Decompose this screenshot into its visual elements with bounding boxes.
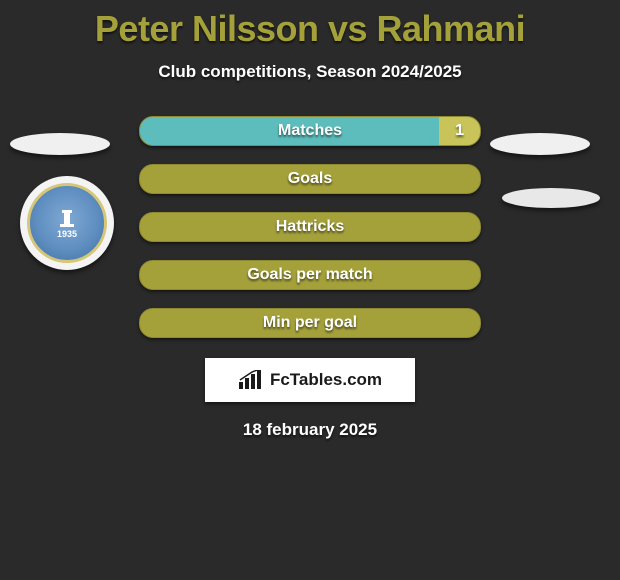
date-line: 18 february 2025 bbox=[0, 420, 620, 440]
badge-year: 1935 bbox=[57, 229, 77, 239]
club-badge-inner: 1935 bbox=[27, 183, 107, 263]
bar-min-per-goal: Min per goal bbox=[139, 308, 481, 338]
bar-goals-per-match: Goals per match bbox=[139, 260, 481, 290]
decor-oval-left bbox=[10, 133, 110, 155]
bar-matches: Matches 1 bbox=[139, 116, 481, 146]
bar-label: Hattricks bbox=[276, 218, 344, 236]
tower-icon bbox=[56, 208, 78, 228]
bar-goals: Goals bbox=[139, 164, 481, 194]
bar-label: Goals per match bbox=[247, 266, 372, 284]
bar-value: 1 bbox=[455, 122, 464, 140]
bar-hattricks: Hattricks bbox=[139, 212, 481, 242]
bar-label: Matches bbox=[278, 122, 342, 140]
decor-oval-right bbox=[490, 133, 590, 155]
decor-oval-right-2 bbox=[502, 188, 600, 208]
club-badge: 1935 bbox=[20, 176, 114, 270]
page-title: Peter Nilsson vs Rahmani bbox=[0, 8, 620, 50]
site-logo: FcTables.com bbox=[205, 358, 415, 402]
bar-label: Goals bbox=[288, 170, 332, 188]
bar-label: Min per goal bbox=[263, 314, 357, 332]
page-subtitle: Club competitions, Season 2024/2025 bbox=[0, 62, 620, 82]
logo-text: FcTables.com bbox=[270, 370, 382, 390]
bars-icon bbox=[238, 370, 264, 390]
